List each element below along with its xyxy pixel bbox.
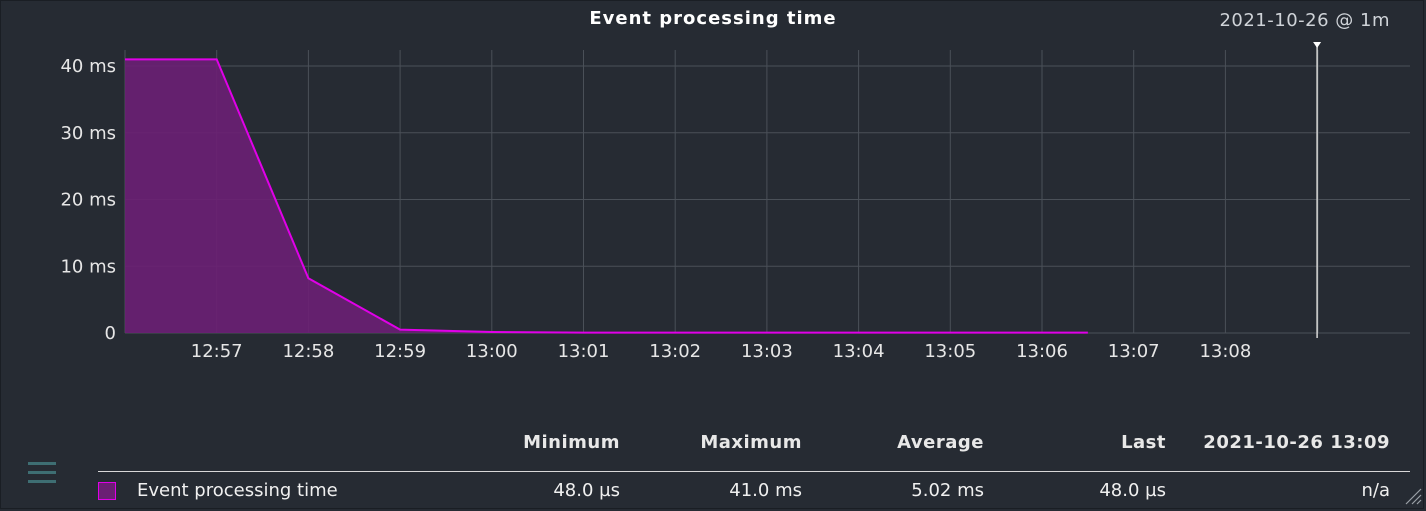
x-tick-label: 13:02 <box>649 341 701 362</box>
x-tick-label: 13:05 <box>924 341 976 362</box>
legend-value-at-time: n/a <box>1361 480 1390 501</box>
legend-series-name: Event processing time <box>137 480 338 501</box>
legend-divider <box>98 471 1410 472</box>
x-tick-label: 13:01 <box>558 341 610 362</box>
legend-value-maximum: 41.0 ms <box>729 480 802 501</box>
x-tick-label: 13:08 <box>1199 341 1251 362</box>
hamburger-menu-icon[interactable] <box>28 462 56 486</box>
y-tick-label: 0 <box>105 323 116 344</box>
series-area <box>125 59 1088 333</box>
legend-header-last: Last <box>1121 432 1166 453</box>
y-tick-label: 40 ms <box>60 56 116 77</box>
x-tick-label: 12:59 <box>374 341 426 362</box>
x-tick-label: 12:57 <box>191 341 243 362</box>
legend-value-minimum: 48.0 µs <box>553 480 620 501</box>
y-tick-label: 30 ms <box>60 123 116 144</box>
x-tick-label: 13:07 <box>1108 341 1160 362</box>
x-tick-label: 13:04 <box>833 341 885 362</box>
legend-table: Minimum Maximum Average Last 2021-10-26 … <box>98 430 1410 501</box>
legend-row: Event processing time 48.0 µs 41.0 ms 5.… <box>98 480 1410 506</box>
x-tick-label: 12:58 <box>282 341 334 362</box>
y-tick-label: 10 ms <box>60 256 116 277</box>
legend-value-average: 5.02 ms <box>911 480 984 501</box>
series-line <box>125 58 1088 334</box>
y-tick-label: 20 ms <box>60 190 116 211</box>
resize-handle-icon[interactable] <box>1404 487 1422 505</box>
legend-header-minimum: Minimum <box>523 432 620 453</box>
x-tick-label: 13:00 <box>466 341 518 362</box>
series-color-swatch <box>98 482 116 500</box>
x-tick-label: 13:03 <box>741 341 793 362</box>
legend-value-last: 48.0 µs <box>1099 480 1166 501</box>
x-tick-label: 13:06 <box>1016 341 1068 362</box>
chart-canvas[interactable]: 0 10 ms 20 ms 30 ms 40 ms 12:57 12:58 12:59 13:0… <box>0 0 1426 420</box>
legend-header-time: 2021-10-26 13:09 <box>1203 432 1390 453</box>
graph-title: Event processing time <box>589 8 837 29</box>
legend-header: Minimum Maximum Average Last 2021-10-26 … <box>98 430 1410 460</box>
legend-header-average: Average <box>897 432 984 453</box>
time-cursor-marker <box>1313 42 1322 48</box>
graph-timestamp: 2021-10-26 @ 1m <box>1219 10 1390 31</box>
legend-header-maximum: Maximum <box>700 432 802 453</box>
